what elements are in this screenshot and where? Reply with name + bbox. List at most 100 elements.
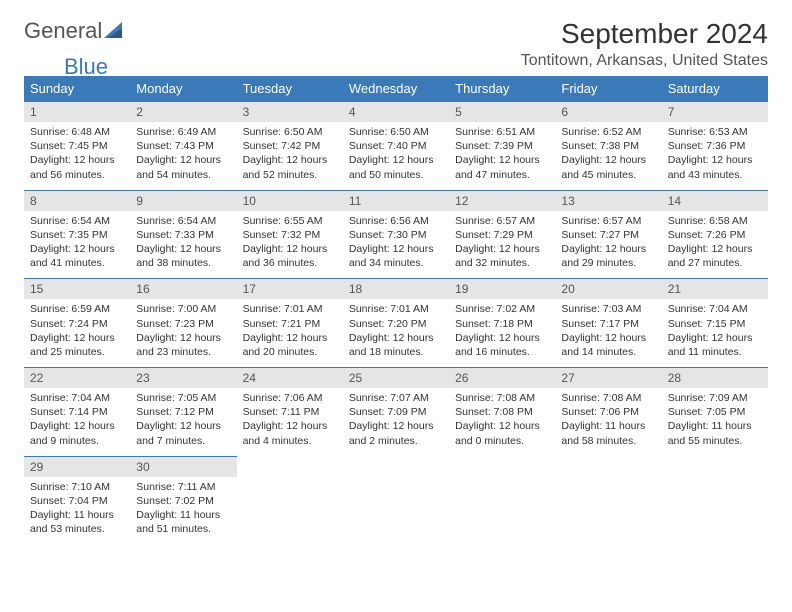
sunrise-text: Sunrise: 6:48 AM — [30, 125, 124, 139]
sunset-text: Sunset: 7:06 PM — [561, 405, 655, 419]
day-body: Sunrise: 7:05 AMSunset: 7:12 PMDaylight:… — [130, 388, 236, 456]
sunrise-text: Sunrise: 7:06 AM — [243, 391, 337, 405]
sunset-text: Sunset: 7:27 PM — [561, 228, 655, 242]
sunset-text: Sunset: 7:35 PM — [30, 228, 124, 242]
title-block: September 2024 Tontitown, Arkansas, Unit… — [521, 18, 768, 70]
sunrise-text: Sunrise: 7:11 AM — [136, 480, 230, 494]
calendar-cell: 16Sunrise: 7:00 AMSunset: 7:23 PMDayligh… — [130, 278, 236, 367]
daylight-text: Daylight: 12 hours and 47 minutes. — [455, 153, 549, 181]
daylight-text: Daylight: 12 hours and 11 minutes. — [668, 331, 762, 359]
daylight-text: Daylight: 11 hours and 51 minutes. — [136, 508, 230, 536]
day-number: 18 — [343, 278, 449, 299]
daylight-text: Daylight: 12 hours and 0 minutes. — [455, 419, 549, 447]
sunrise-text: Sunrise: 7:05 AM — [136, 391, 230, 405]
brand-part2: Blue — [64, 54, 108, 80]
daylight-text: Daylight: 12 hours and 7 minutes. — [136, 419, 230, 447]
weekday-header-row: Sunday Monday Tuesday Wednesday Thursday… — [24, 76, 768, 101]
daylight-text: Daylight: 12 hours and 25 minutes. — [30, 331, 124, 359]
sunset-text: Sunset: 7:17 PM — [561, 317, 655, 331]
day-number: 4 — [343, 101, 449, 122]
sunset-text: Sunset: 7:21 PM — [243, 317, 337, 331]
daylight-text: Daylight: 12 hours and 20 minutes. — [243, 331, 337, 359]
daylight-text: Daylight: 12 hours and 34 minutes. — [349, 242, 443, 270]
sunrise-text: Sunrise: 6:54 AM — [30, 214, 124, 228]
calendar-row: 1Sunrise: 6:48 AMSunset: 7:45 PMDaylight… — [24, 101, 768, 190]
brand-part1: General — [24, 18, 102, 44]
day-body: Sunrise: 6:53 AMSunset: 7:36 PMDaylight:… — [662, 122, 768, 190]
day-number: 13 — [555, 190, 661, 211]
day-number: 24 — [237, 367, 343, 388]
calendar-cell: 17 Sunrise: 7:01 AMSunset: 7:21 PMDayligh… — [237, 278, 343, 367]
sunrise-text: Sunrise: 7:10 AM — [30, 480, 124, 494]
day-body: Sunrise: 7:09 AMSunset: 7:05 PMDaylight:… — [662, 388, 768, 456]
sunset-text: Sunset: 7:26 PM — [668, 228, 762, 242]
header: General September 2024 Tontitown, Arkans… — [24, 18, 768, 70]
day-body: Sunrise: 7:03 AMSunset: 7:17 PMDaylight:… — [555, 299, 661, 367]
day-number: 12 — [449, 190, 555, 211]
calendar-cell: 18Sunrise: 7:01 AMSunset: 7:20 PMDayligh… — [343, 278, 449, 367]
location-text: Tontitown, Arkansas, United States — [521, 52, 768, 70]
sunset-text: Sunset: 7:05 PM — [668, 405, 762, 419]
calendar-cell: 6Sunrise: 6:52 AMSunset: 7:38 PMDaylight… — [555, 101, 661, 190]
sunset-text: Sunset: 7:32 PM — [243, 228, 337, 242]
logo-sail-icon — [104, 20, 126, 43]
sunrise-text: Sunrise: 6:51 AM — [455, 125, 549, 139]
calendar-cell: 21Sunrise: 7:04 AMSunset: 7:15 PMDayligh… — [662, 278, 768, 367]
day-number: 22 — [24, 367, 130, 388]
calendar-row: 22Sunrise: 7:04 AMSunset: 7:14 PMDayligh… — [24, 367, 768, 456]
sunset-text: Sunset: 7:14 PM — [30, 405, 124, 419]
daylight-text: Daylight: 11 hours and 58 minutes. — [561, 419, 655, 447]
month-title: September 2024 — [521, 18, 768, 50]
sunset-text: Sunset: 7:02 PM — [136, 494, 230, 508]
calendar-cell: 8Sunrise: 6:54 AMSunset: 7:35 PMDaylight… — [24, 190, 130, 279]
calendar-cell: 25Sunrise: 7:07 AMSunset: 7:09 PMDayligh… — [343, 367, 449, 456]
day-number: 5 — [449, 101, 555, 122]
sunrise-text: Sunrise: 6:59 AM — [30, 302, 124, 316]
day-number: 15 — [24, 278, 130, 299]
day-number: 2 — [130, 101, 236, 122]
sunrise-text: Sunrise: 7:08 AM — [561, 391, 655, 405]
sunset-text: Sunset: 7:18 PM — [455, 317, 549, 331]
daylight-text: Daylight: 12 hours and 9 minutes. — [30, 419, 124, 447]
daylight-text: Daylight: 12 hours and 45 minutes. — [561, 153, 655, 181]
calendar-cell: 28Sunrise: 7:09 AMSunset: 7:05 PMDayligh… — [662, 367, 768, 456]
sunrise-text: Sunrise: 7:01 AM — [243, 302, 337, 316]
daylight-text: Daylight: 12 hours and 50 minutes. — [349, 153, 443, 181]
day-number: 29 — [24, 456, 130, 477]
calendar-cell: 24Sunrise: 7:06 AMSunset: 7:11 PMDayligh… — [237, 367, 343, 456]
sunrise-text: Sunrise: 7:03 AM — [561, 302, 655, 316]
daylight-text: Daylight: 12 hours and 38 minutes. — [136, 242, 230, 270]
sunset-text: Sunset: 7:45 PM — [30, 139, 124, 153]
day-body: Sunrise: 7:10 AMSunset: 7:04 PMDaylight:… — [24, 477, 130, 545]
day-body: Sunrise: 7:01 AMSunset: 7:20 PMDaylight:… — [343, 299, 449, 367]
sunrise-text: Sunrise: 6:54 AM — [136, 214, 230, 228]
day-body: Sunrise: 6:59 AMSunset: 7:24 PMDaylight:… — [24, 299, 130, 367]
sunset-text: Sunset: 7:39 PM — [455, 139, 549, 153]
day-number: 26 — [449, 367, 555, 388]
calendar-cell: 13Sunrise: 6:57 AMSunset: 7:27 PMDayligh… — [555, 190, 661, 279]
day-body: Sunrise: 7:08 AMSunset: 7:06 PMDaylight:… — [555, 388, 661, 456]
sunset-text: Sunset: 7:38 PM — [561, 139, 655, 153]
daylight-text: Daylight: 12 hours and 16 minutes. — [455, 331, 549, 359]
sunrise-text: Sunrise: 6:57 AM — [455, 214, 549, 228]
day-number: 21 — [662, 278, 768, 299]
day-body: Sunrise: 6:54 AMSunset: 7:33 PMDaylight:… — [130, 211, 236, 279]
sunset-text: Sunset: 7:08 PM — [455, 405, 549, 419]
day-body: Sunrise: 6:57 AMSunset: 7:27 PMDaylight:… — [555, 211, 661, 279]
day-body: Sunrise: 7:04 AMSunset: 7:14 PMDaylight:… — [24, 388, 130, 456]
weekday-header: Monday — [130, 76, 236, 101]
calendar-cell: 15Sunrise: 6:59 AMSunset: 7:24 PMDayligh… — [24, 278, 130, 367]
sunset-text: Sunset: 7:12 PM — [136, 405, 230, 419]
daylight-text: Daylight: 12 hours and 56 minutes. — [30, 153, 124, 181]
calendar-cell: 1Sunrise: 6:48 AMSunset: 7:45 PMDaylight… — [24, 101, 130, 190]
day-body: Sunrise: 6:50 AMSunset: 7:40 PMDaylight:… — [343, 122, 449, 190]
calendar-cell: 14Sunrise: 6:58 AMSunset: 7:26 PMDayligh… — [662, 190, 768, 279]
sunrise-text: Sunrise: 7:04 AM — [30, 391, 124, 405]
calendar-row: 15Sunrise: 6:59 AMSunset: 7:24 PMDayligh… — [24, 278, 768, 367]
sunset-text: Sunset: 7:42 PM — [243, 139, 337, 153]
sunset-text: Sunset: 7:20 PM — [349, 317, 443, 331]
day-body: Sunrise: 6:58 AMSunset: 7:26 PMDaylight:… — [662, 211, 768, 279]
sunset-text: Sunset: 7:04 PM — [30, 494, 124, 508]
day-number: 17 — [237, 278, 343, 299]
sunset-text: Sunset: 7:30 PM — [349, 228, 443, 242]
